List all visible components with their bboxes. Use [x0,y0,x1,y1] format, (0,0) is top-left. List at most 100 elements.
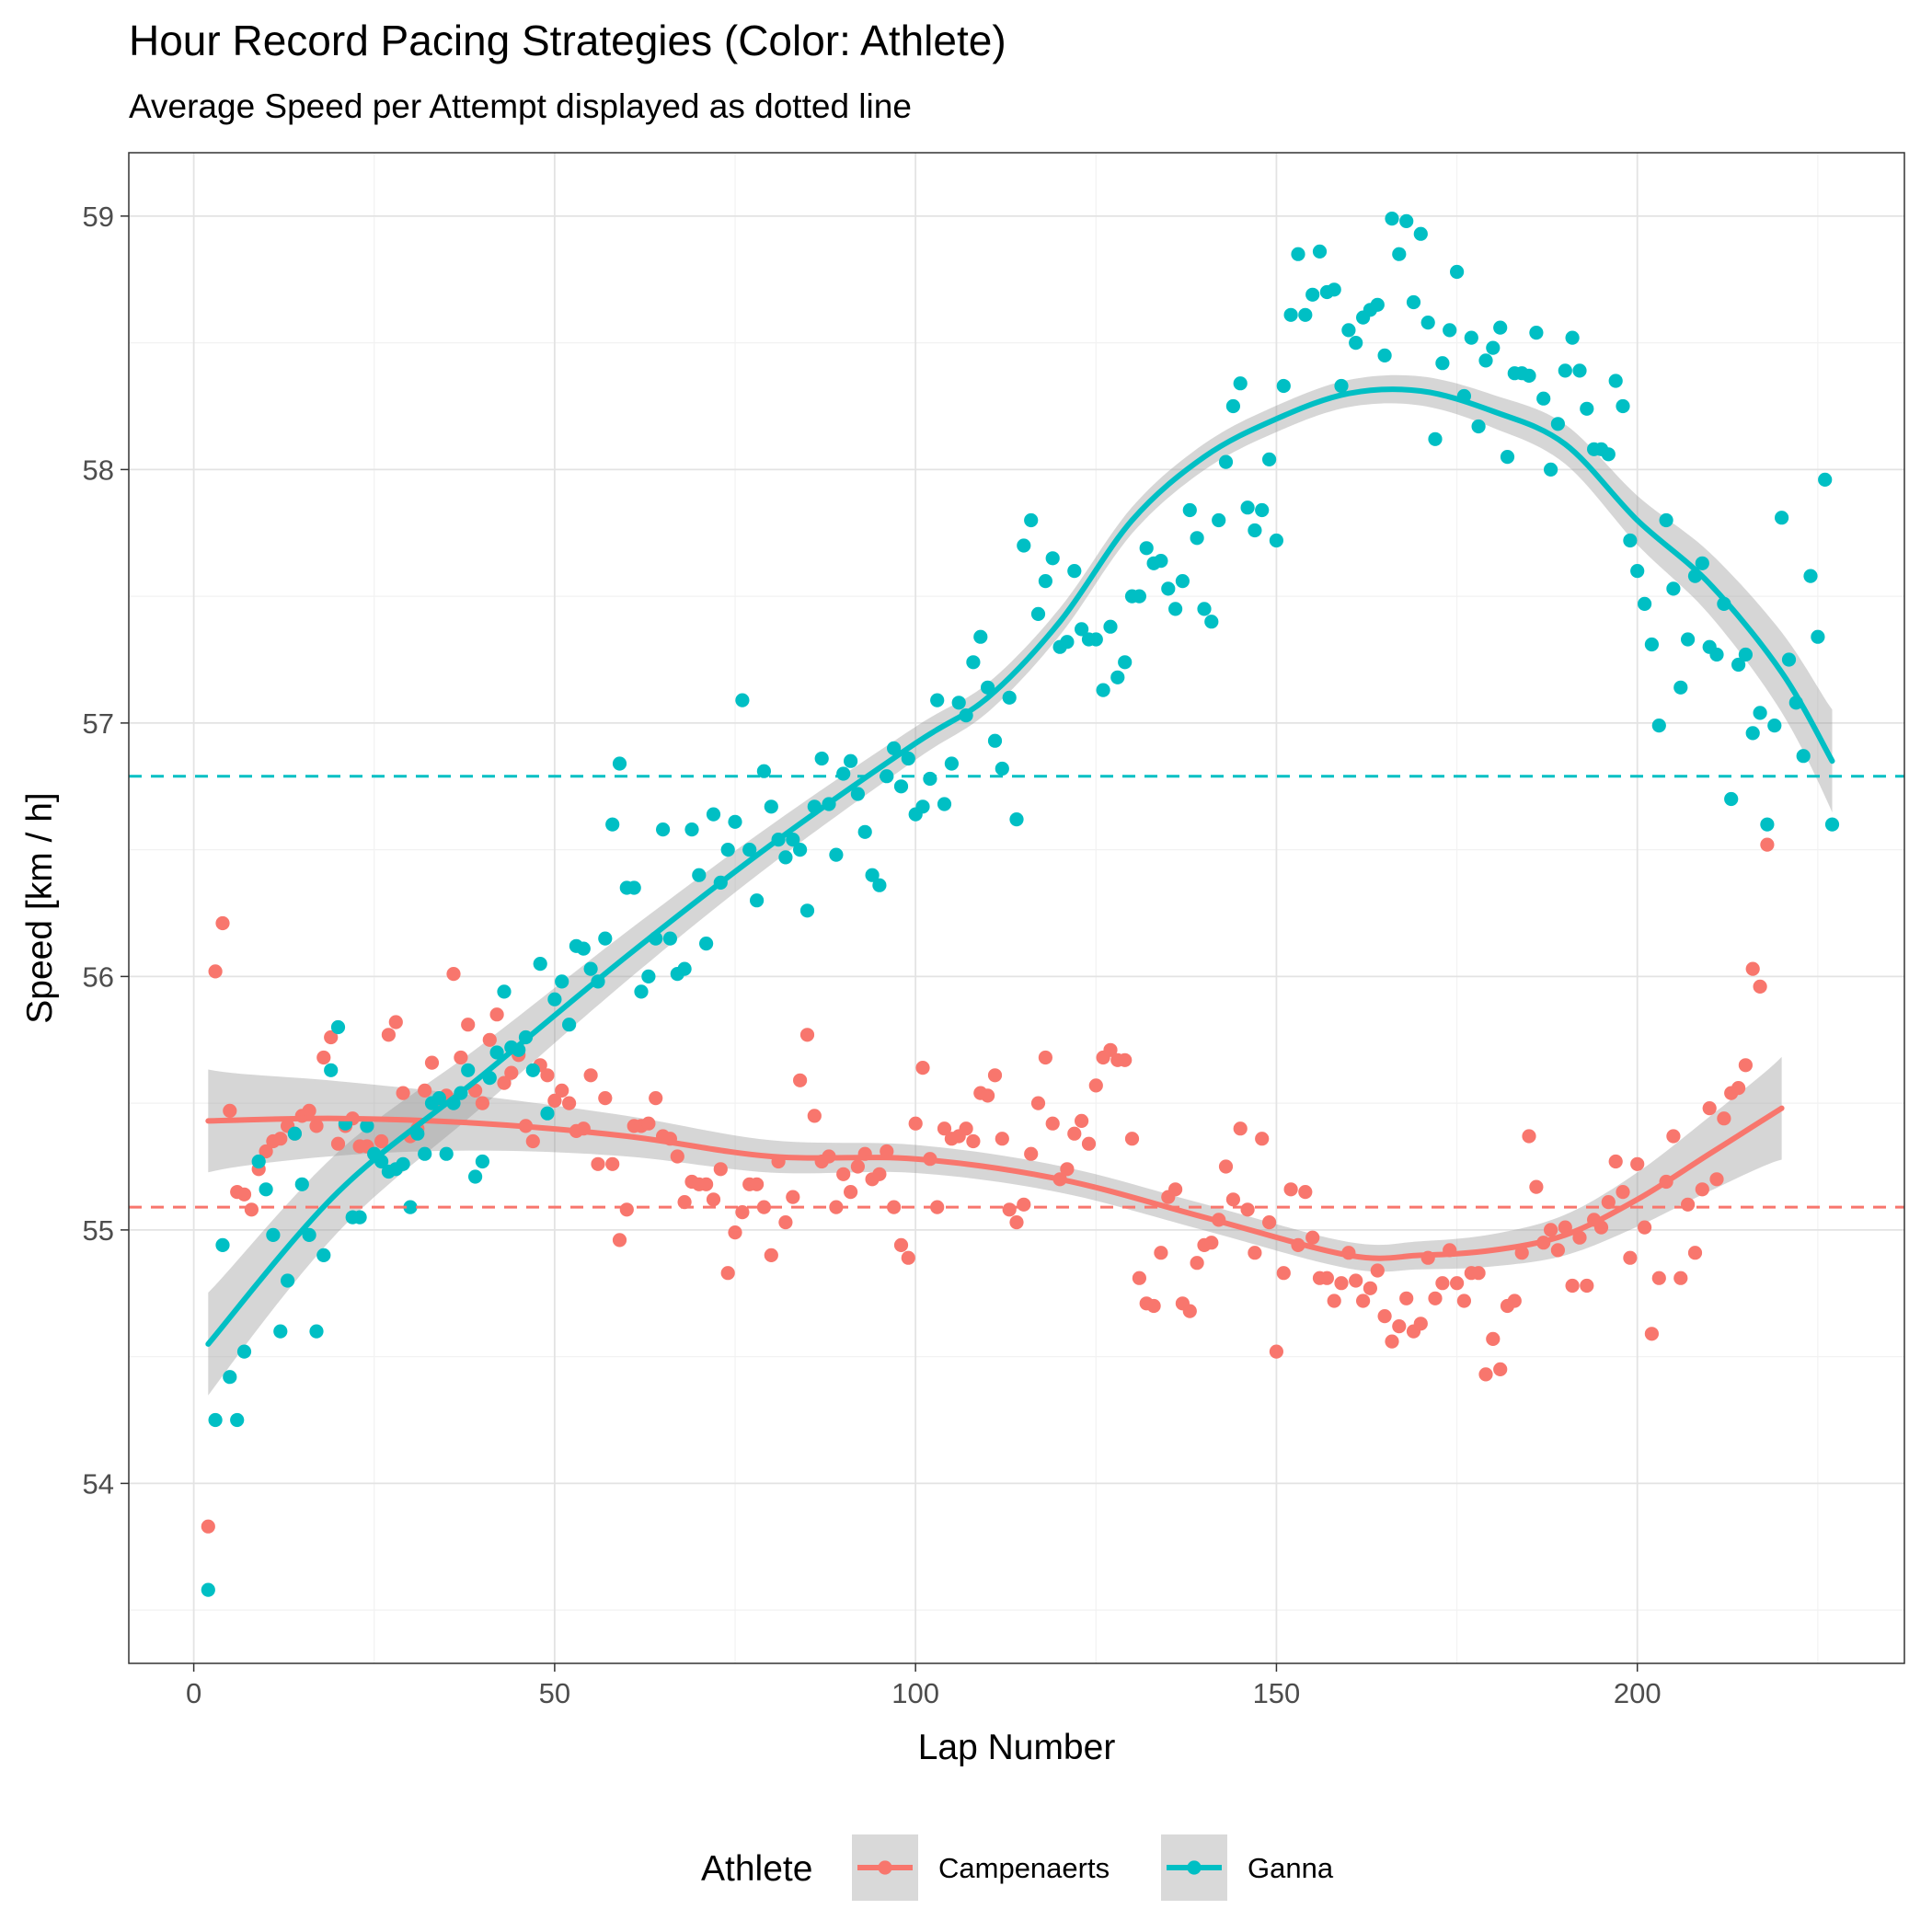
ganna-data-point [1269,533,1283,548]
campenaerts-data-point [915,1061,930,1075]
ganna-data-point [1500,450,1515,465]
campenaerts-data-point [1349,1273,1363,1288]
ganna-data-point [699,937,714,951]
campenaerts-data-point [1745,961,1760,976]
ganna-data-point [1572,363,1587,378]
ganna-data-point [627,880,641,895]
ganna-data-point [1435,356,1450,371]
campenaerts-data-point [482,1032,497,1047]
campenaerts-data-point [547,1093,562,1108]
ganna-data-point [1818,472,1833,488]
campenaerts-data-point [1334,1276,1349,1291]
ganna-data-point [418,1146,432,1161]
campenaerts-data-point [374,1133,389,1149]
campenaerts-data-point [381,1028,396,1042]
ganna-data-point [1233,376,1248,391]
ganna-data-point [1580,401,1594,416]
campenaerts-data-point [1218,1159,1234,1174]
campenaerts-data-point [1276,1266,1291,1281]
chart-title: Hour Record Pacing Strategies (Color: At… [129,17,1006,64]
campenaerts-data-point [1262,1215,1277,1230]
y-tick-label: 54 [83,1467,114,1500]
ganna-data-point [1276,378,1291,394]
ganna-data-point [1190,531,1204,546]
ganna-data-point [583,961,598,976]
data-points [201,212,1840,1597]
campenaerts-data-point [598,1091,613,1106]
ganna-data-point [1745,726,1760,741]
ganna-data-point [1182,502,1197,518]
ganna-data-point [677,961,692,976]
campenaerts-data-point [1753,979,1767,994]
ganna-data-point [330,1019,346,1035]
ganna-data-point [1385,212,1399,226]
campenaerts-data-point [1298,1185,1313,1200]
ganna-data-point [215,1237,230,1252]
ganna-data-point [1399,213,1414,228]
campenaerts-legend-label: Campenaerts [938,1852,1110,1884]
ganna-data-point [1002,690,1017,705]
ganna-data-point [1673,680,1688,695]
x-axis: 0 50 100 150 200 [186,1663,1662,1709]
ganna-data-point [287,1126,302,1141]
ganna-data-point [1565,330,1580,345]
ganna-data-point [1695,556,1709,570]
campenaerts-data-point [475,1096,490,1110]
campenaerts-data-point [1486,1331,1501,1346]
ganna-data-point [294,1177,309,1191]
ganna-data-point [1392,247,1407,261]
campenaerts-data-point [1168,1182,1183,1197]
campenaerts-data-point [215,915,230,931]
campenaerts-data-point [454,1050,468,1065]
campenaerts-data-point [995,1132,1009,1146]
ganna-data-point [273,1324,288,1339]
ganna-data-point [533,957,547,972]
campenaerts-data-point [1002,1202,1017,1217]
campenaerts-data-point [1269,1344,1283,1359]
campenaerts-data-point [1038,1050,1052,1065]
ganna-data-point [1075,622,1089,637]
ganna-data-point [930,693,945,707]
ganna-data-point [1738,647,1753,662]
campenaerts-data-point [1045,1116,1060,1131]
ganna-data-point [850,787,866,801]
campenaerts-data-point [1738,1058,1753,1073]
ganna-data-point [1544,462,1558,477]
campenaerts-data-point [424,1055,440,1070]
campenaerts-data-point [901,1250,915,1265]
ganna-data-point [475,1154,490,1169]
ganna-data-point [692,868,707,882]
ganna-data-point [1681,632,1696,647]
ganna-data-point [1168,602,1183,616]
campenaerts-data-point [670,1149,684,1164]
ganna-data-point [1024,512,1039,528]
campenaerts-data-point [1088,1078,1103,1093]
ganna-data-point [1334,378,1349,394]
ganna-data-point [778,850,793,865]
ganna-legend-key-point [1187,1860,1202,1875]
campenaerts-data-point [1608,1154,1623,1169]
campenaerts-data-point [1319,1271,1334,1285]
campenaerts-data-point [1024,1146,1039,1161]
campenaerts-data-point [1601,1195,1616,1210]
ganna-data-point [1045,551,1060,566]
ganna-data-point [1175,574,1190,589]
ganna-data-point [829,847,844,862]
ganna-data-point [461,1063,476,1077]
ganna-data-point [266,1227,281,1242]
ganna-data-point [735,693,750,707]
ganna-data-point [1558,363,1572,378]
campenaerts-data-point [1731,1081,1746,1096]
x-axis-title: Lap Number [918,1728,1116,1767]
ganna-data-point [1608,374,1623,388]
ganna-data-point [1529,326,1544,340]
ganna-data-point [1212,512,1226,528]
campenaerts-data-point [908,1116,923,1131]
ganna-data-point [656,822,671,837]
campenaerts-data-point [1687,1246,1703,1260]
y-tick-label: 58 [83,454,114,486]
campenaerts-data-point [677,1195,692,1210]
campenaerts-data-point [619,1202,634,1217]
ganna-data-point [1651,719,1666,733]
ganna-data-point [223,1370,237,1385]
